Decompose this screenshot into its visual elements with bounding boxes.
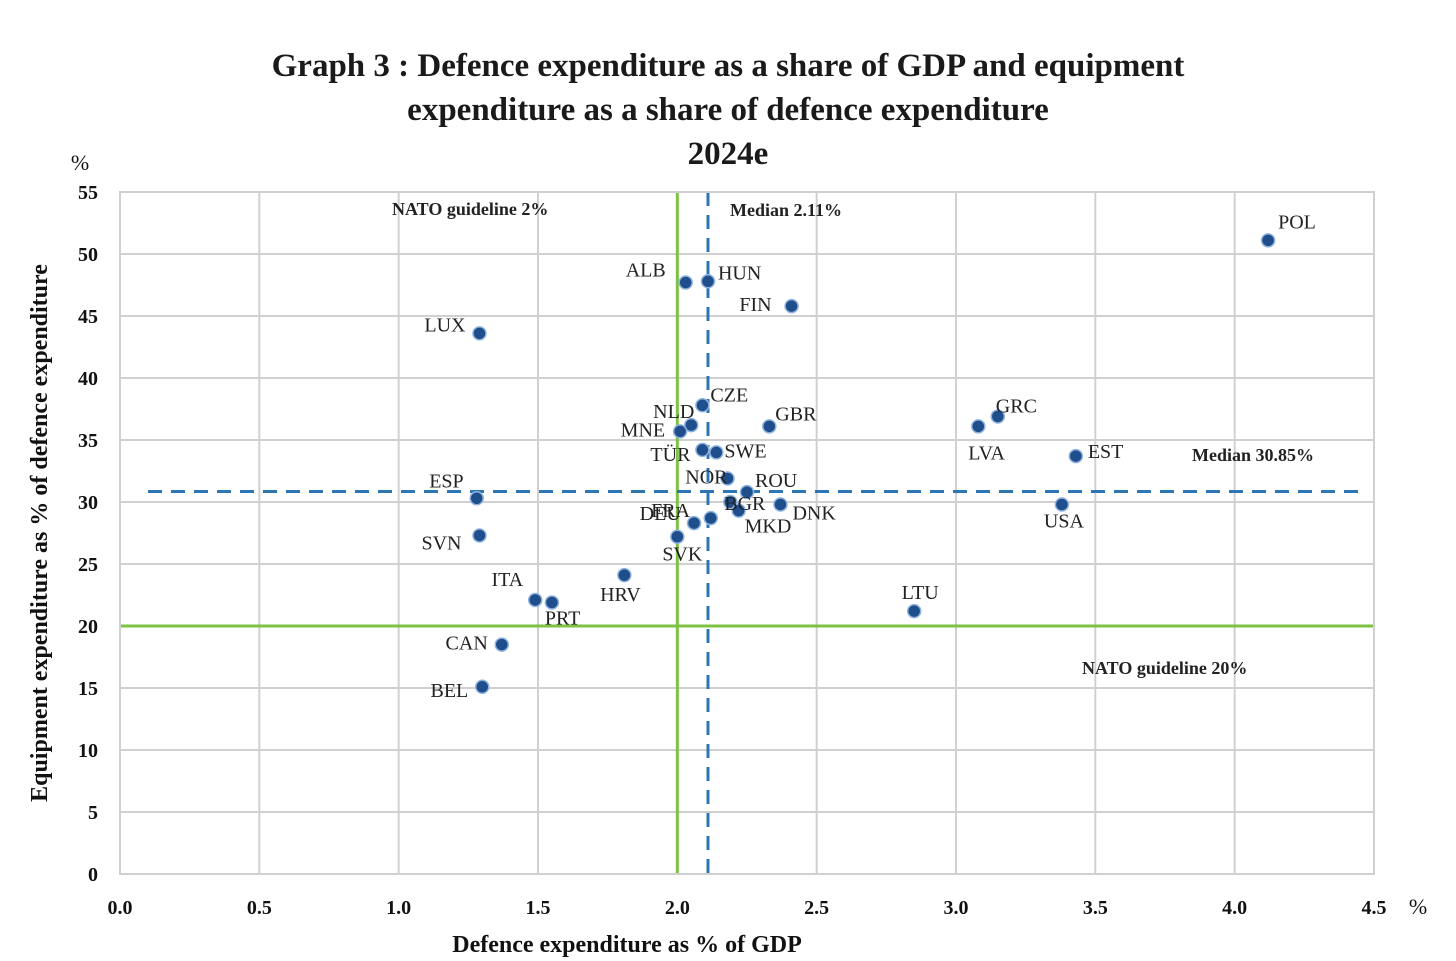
y-tick-label: 30	[78, 492, 98, 514]
data-label-nld: NLD	[653, 401, 694, 423]
x-tick-label: 3.5	[1083, 897, 1108, 919]
data-point-swe	[709, 445, 724, 460]
data-point-lva	[971, 419, 986, 434]
data-label-esp: ESP	[429, 470, 463, 492]
data-label-nor: NOR	[685, 466, 728, 488]
data-point-lux	[472, 326, 487, 341]
median-gdp-label: Median 2.11%	[730, 200, 842, 220]
y-tick-label: 55	[78, 182, 98, 204]
data-point-gbr	[762, 419, 777, 434]
data-label-grc: GRC	[996, 395, 1037, 417]
data-point-hun	[700, 274, 716, 289]
data-label-prt: PRT	[545, 607, 580, 629]
data-point-svn	[472, 528, 487, 543]
data-point-svk	[670, 529, 685, 544]
data-point-cze	[695, 398, 710, 413]
y-tick-label: 5	[88, 802, 98, 824]
data-label-gbr: GBR	[775, 403, 817, 425]
x-tick-label: 4.0	[1222, 897, 1247, 919]
data-label-bgr: BGR	[724, 493, 766, 515]
data-point-fra	[686, 515, 702, 531]
data-point-mkd	[731, 503, 746, 518]
data-label-swe: SWE	[724, 440, 766, 462]
data-label-fra: FRA	[651, 500, 690, 522]
data-point-grc	[990, 409, 1006, 424]
x-tick-label: 4.5	[1362, 897, 1387, 919]
chart-title-line-3: 2024e	[687, 136, 769, 172]
chart-title-line-1: Graph 3 : Defence expenditure as a share…	[271, 48, 1185, 84]
data-label-svn: SVN	[421, 532, 461, 554]
data-label-pol: POL	[1278, 211, 1316, 233]
data-point-nor	[720, 471, 735, 486]
y-axis-title: Equipment expenditure as % of defence ex…	[27, 264, 53, 802]
x-axis-unit: %	[1409, 894, 1427, 919]
data-label-rou: ROU	[755, 470, 798, 492]
y-tick-label: 35	[78, 430, 98, 452]
data-point-est	[1068, 448, 1084, 464]
data-label-can: CAN	[446, 633, 488, 655]
data-point-ltu	[906, 603, 922, 619]
y-tick-label: 45	[78, 306, 98, 328]
x-tick-label: 2.5	[804, 897, 829, 919]
data-point-fin	[784, 298, 799, 314]
x-tick-label: 1.5	[526, 897, 551, 919]
data-label-lux: LUX	[424, 314, 466, 336]
data-label-usa: USA	[1044, 510, 1085, 532]
x-tick-label: 2.0	[665, 897, 690, 919]
chart-title-line-2: expenditure as a share of defence expend…	[407, 92, 1049, 128]
data-label-svk: SVK	[662, 544, 703, 566]
data-point-hrv	[617, 567, 632, 583]
data-point-bgr	[723, 494, 738, 510]
median-equipment-label: Median 30.85%	[1192, 445, 1314, 465]
y-tick-label: 15	[78, 678, 98, 700]
y-tick-label: 25	[78, 554, 98, 576]
y-tick-label: 40	[78, 368, 98, 390]
data-label-fin: FIN	[739, 294, 771, 316]
x-tick-label: 0.5	[247, 897, 272, 919]
data-label-ltu: LTU	[902, 582, 940, 604]
x-axis-title: Defence expenditure as % of GDP	[452, 932, 802, 958]
data-label-alb: ALB	[626, 260, 666, 282]
data-point-usa	[1054, 497, 1070, 512]
data-point-deu	[703, 510, 719, 526]
data-label-mkd: MKD	[745, 516, 792, 538]
data-label-est: EST	[1088, 441, 1124, 463]
data-label-bel: BEL	[430, 680, 468, 702]
data-point-alb	[678, 275, 693, 290]
nato-gdp-guideline-label: NATO guideline 2%	[392, 199, 548, 219]
data-point-prt	[544, 595, 560, 610]
data-label-dnk: DNK	[792, 502, 836, 524]
data-point-ita	[527, 592, 543, 608]
data-label-hrv: HRV	[600, 584, 641, 606]
data-point-can	[494, 637, 510, 652]
data-label-deu: DEU	[640, 503, 682, 525]
x-tick-label: 1.0	[386, 897, 411, 919]
data-label-hun: HUN	[718, 262, 761, 284]
data-label-mne: MNE	[621, 419, 665, 441]
data-point-bel	[475, 679, 490, 695]
data-point-pol	[1260, 233, 1276, 248]
x-tick-label: 0.0	[108, 897, 133, 919]
data-label-cze: CZE	[710, 384, 748, 406]
y-axis-unit: %	[71, 150, 89, 175]
y-tick-label: 20	[78, 616, 98, 638]
data-point-esp	[469, 491, 484, 506]
data-point-rou	[739, 484, 755, 500]
nato-equipment-guideline-label: NATO guideline 20%	[1082, 658, 1247, 678]
data-label-ita: ITA	[491, 569, 523, 591]
plot-area-border	[119, 191, 1375, 875]
data-point-dnk	[773, 497, 788, 512]
data-point-nld	[684, 417, 699, 433]
x-tick-label: 3.0	[944, 897, 969, 919]
data-point-tür	[695, 442, 710, 458]
y-tick-label: 10	[78, 740, 98, 762]
y-tick-label: 50	[78, 244, 98, 266]
data-point-mne	[672, 424, 688, 439]
data-label-lva: LVA	[968, 442, 1005, 464]
data-label-tür: TÜR	[650, 443, 691, 466]
y-tick-label: 0	[88, 864, 98, 886]
